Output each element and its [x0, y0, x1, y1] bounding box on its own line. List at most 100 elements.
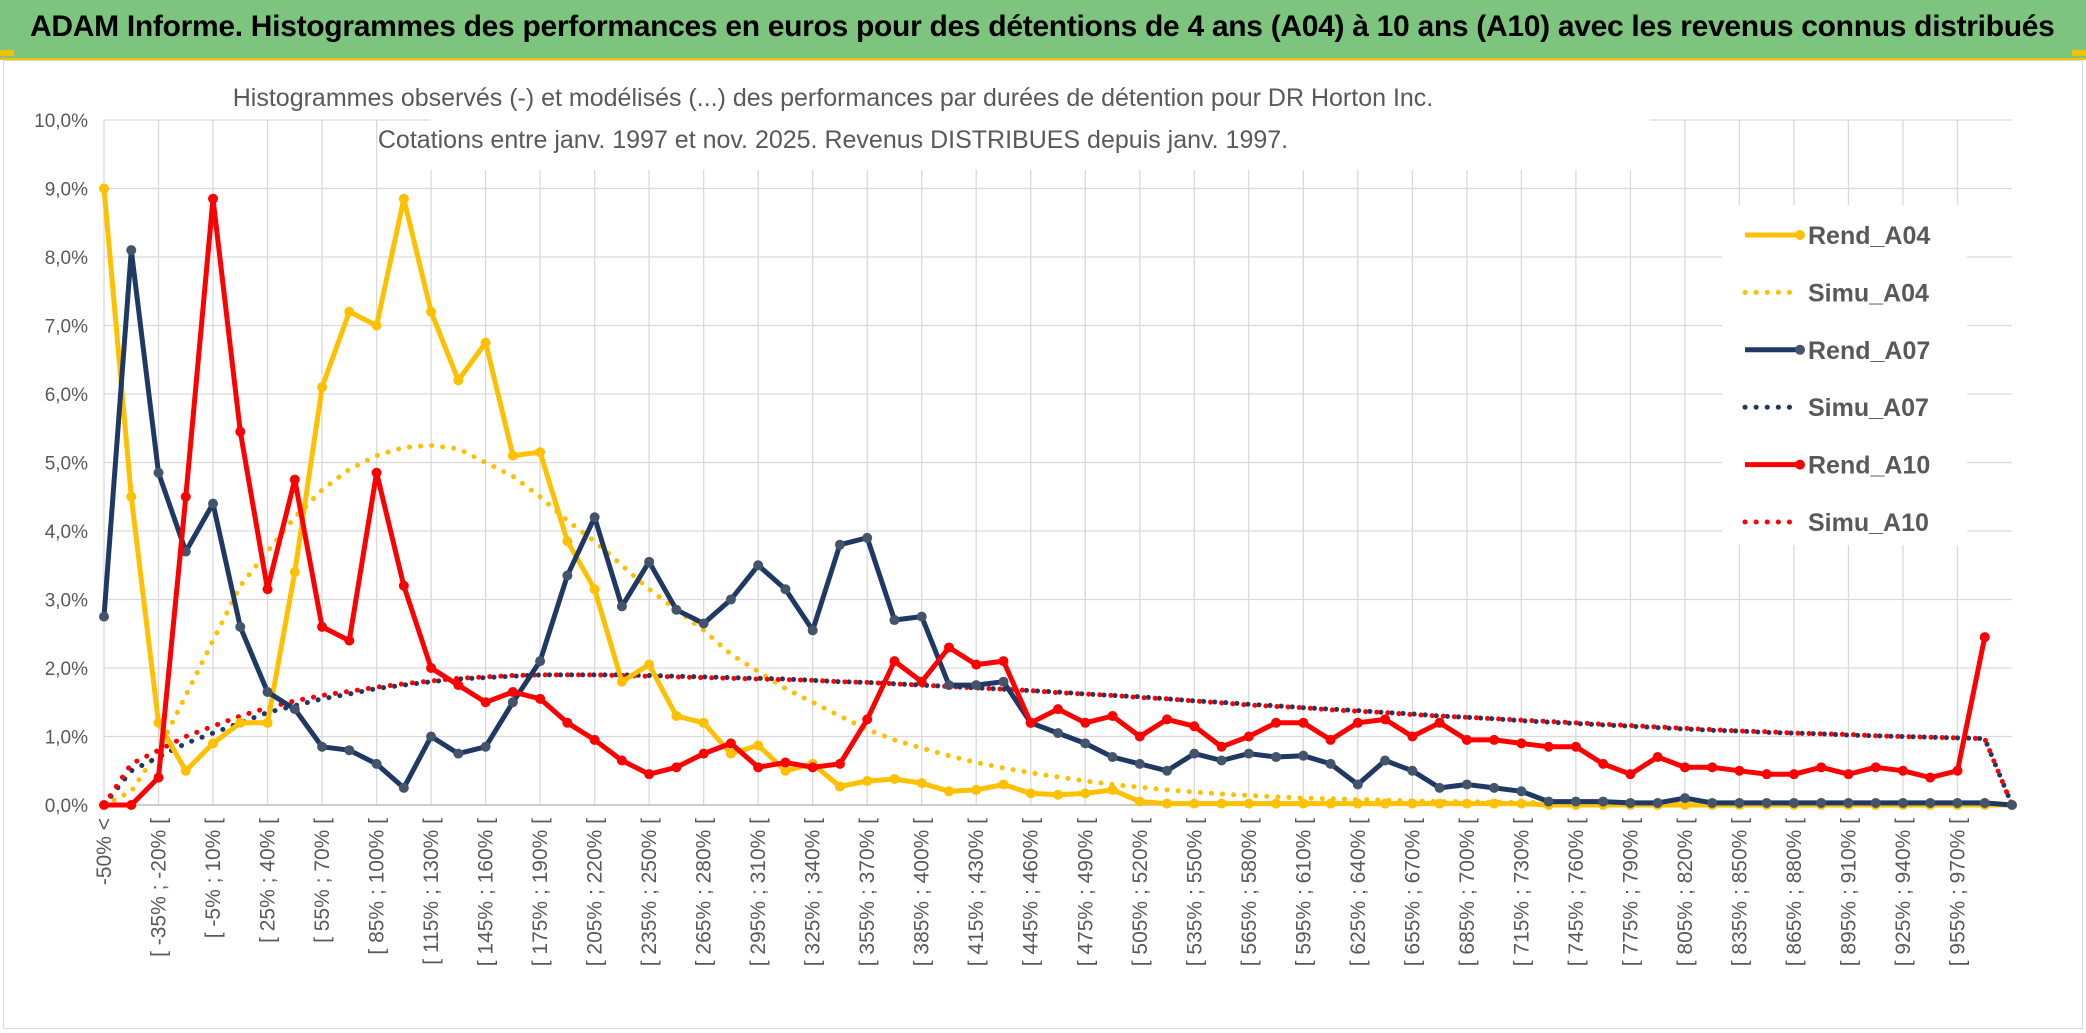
data-point-rend_a07 — [235, 621, 246, 632]
data-point-rend_a04 — [725, 748, 736, 759]
data-point-rend_a04 — [1516, 798, 1527, 809]
data-point-rend_a07 — [180, 546, 191, 557]
data-point-rend_a04 — [589, 584, 600, 595]
legend-label-simu_a07: Simu_A07 — [1808, 394, 1929, 422]
y-tick-label: 1,0% — [45, 728, 88, 749]
data-point-rend_a07 — [862, 532, 873, 543]
data-point-rend_a07 — [262, 686, 273, 697]
data-point-rend_a10 — [1380, 714, 1391, 725]
data-point-rend_a07 — [1134, 758, 1145, 769]
data-point-rend_a04 — [507, 450, 518, 461]
data-point-rend_a10 — [344, 635, 355, 646]
data-point-rend_a10 — [725, 738, 736, 749]
data-point-rend_a04 — [126, 491, 137, 502]
data-point-rend_a10 — [1352, 717, 1363, 728]
series-line-simu_a10 — [101, 672, 2015, 808]
series-line-simu_a04 — [101, 442, 2015, 808]
data-point-rend_a10 — [1134, 731, 1145, 742]
data-point-rend_a10 — [126, 800, 137, 810]
report-title: ADAM Informe. Histogrammes des performan… — [30, 10, 2055, 43]
data-point-rend_a10 — [971, 659, 982, 670]
x-tick-label: [ 565% ; 580% [ — [1238, 818, 1261, 966]
data-point-rend_a07 — [1816, 797, 1827, 808]
data-point-rend_a10 — [589, 734, 600, 745]
data-point-rend_a04 — [453, 375, 464, 386]
x-tick-label: [ 55% ; 70% [ — [311, 818, 334, 943]
data-point-rend_a07 — [725, 594, 736, 605]
data-point-rend_a10 — [507, 686, 518, 697]
data-point-rend_a07 — [2007, 800, 2017, 810]
x-tick-label: [ 115% ; 130% [ — [420, 818, 443, 965]
x-tick-label: [ 205% ; 220% [ — [584, 818, 607, 966]
data-point-rend_a04 — [180, 765, 191, 776]
data-point-rend_a04 — [371, 320, 382, 331]
data-point-rend_a07 — [998, 676, 1009, 687]
data-point-rend_a07 — [1598, 796, 1609, 807]
data-point-rend_a07 — [834, 539, 845, 550]
data-point-rend_a10 — [1843, 769, 1854, 780]
data-point-rend_a04 — [1434, 798, 1445, 809]
data-point-rend_a10 — [780, 757, 791, 768]
data-point-rend_a04 — [971, 784, 982, 795]
data-point-rend_a10 — [1434, 717, 1445, 728]
legend-label-simu_a10: Simu_A10 — [1808, 509, 1929, 537]
data-point-rend_a07 — [507, 697, 518, 708]
x-tick-label: [ 295% ; 310% [ — [747, 818, 770, 966]
data-point-rend_a10 — [644, 769, 655, 780]
data-point-rend_a10 — [916, 676, 927, 687]
data-point-rend_a04 — [1134, 796, 1145, 807]
data-point-rend_a10 — [1761, 769, 1772, 780]
y-tick-label: 5,0% — [45, 454, 88, 475]
data-point-rend_a07 — [1243, 748, 1254, 759]
data-point-rend_a04 — [889, 773, 900, 784]
x-tick-label: [ 25% ; 40% [ — [257, 818, 280, 943]
data-point-rend_a04 — [834, 781, 845, 792]
data-point-rend_a04 — [1679, 800, 1690, 810]
data-point-rend_a10 — [289, 474, 300, 485]
data-point-rend_a10 — [398, 580, 409, 591]
data-point-rend_a10 — [480, 697, 491, 708]
data-point-rend_a07 — [1162, 765, 1173, 776]
data-point-rend_a07 — [1543, 796, 1554, 807]
data-point-rend_a10 — [535, 693, 546, 704]
data-point-rend_a07 — [943, 680, 954, 691]
data-point-rend_a10 — [1053, 704, 1063, 715]
data-point-rend_a07 — [916, 611, 927, 622]
data-point-rend_a07 — [153, 467, 164, 478]
data-point-rend_a07 — [644, 556, 655, 567]
data-point-rend_a07 — [1080, 738, 1091, 749]
data-point-rend_a10 — [1598, 758, 1609, 769]
y-tick-label: 7,0% — [45, 317, 88, 338]
report-banner: ADAM Informe. Histogrammes des performan… — [0, 0, 2086, 60]
legend-marker-rend_a07 — [1795, 344, 1805, 355]
data-point-rend_a10 — [1325, 734, 1336, 745]
data-point-rend_a10 — [1897, 765, 1908, 776]
data-point-rend_a10 — [1679, 762, 1690, 773]
data-point-rend_a07 — [371, 758, 382, 769]
data-point-rend_a04 — [1298, 798, 1309, 809]
x-tick-label: [ 925% ; 940% [ — [1892, 818, 1915, 966]
data-point-rend_a10 — [1489, 734, 1500, 745]
x-tick-label: [ 325% ; 340% [ — [802, 818, 825, 966]
series-line-simu_a07 — [101, 672, 2015, 808]
data-point-rend_a07 — [1271, 752, 1282, 763]
data-point-rend_a07 — [1707, 797, 1718, 808]
data-point-rend_a10 — [1870, 762, 1881, 773]
data-point-rend_a04 — [998, 779, 1009, 790]
data-point-rend_a07 — [1761, 797, 1772, 808]
data-point-rend_a10 — [180, 491, 191, 502]
x-tick-label: [ 475% ; 490% [ — [1074, 818, 1097, 966]
data-point-rend_a10 — [99, 800, 109, 810]
data-point-rend_a04 — [99, 183, 109, 194]
data-point-rend_a10 — [1271, 717, 1282, 728]
chart-frame — [3, 60, 2083, 1029]
data-point-rend_a07 — [1570, 796, 1581, 807]
data-point-rend_a10 — [1816, 762, 1827, 773]
x-tick-label: [ 865% ; 880% [ — [1783, 818, 1806, 966]
x-tick-label: -50% < — [93, 818, 116, 885]
right-corner-mark — [2072, 50, 2086, 56]
data-point-rend_a04 — [344, 306, 355, 317]
data-point-rend_a04 — [480, 337, 491, 348]
data-point-rend_a04 — [1489, 798, 1500, 809]
data-point-rend_a10 — [1407, 731, 1418, 742]
